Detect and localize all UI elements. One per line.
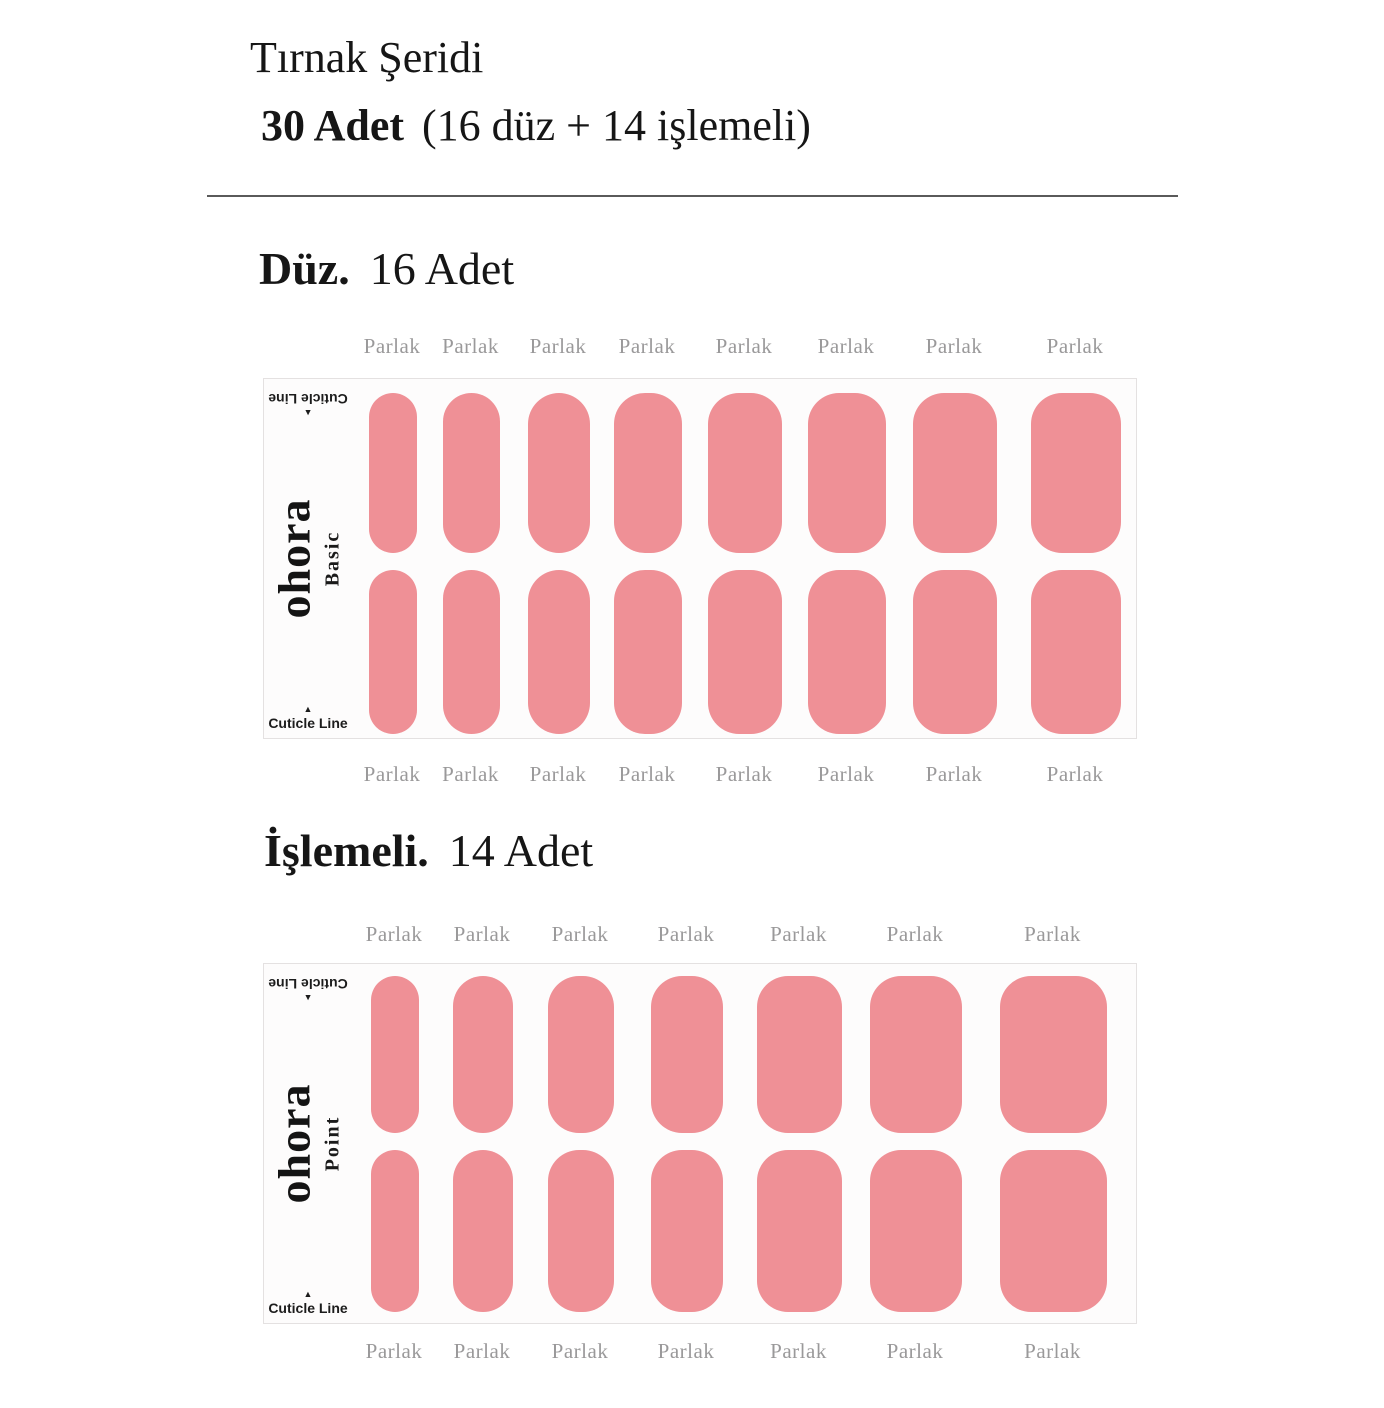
finish-label: Parlak [442, 762, 499, 786]
finish-label: Parlak [365, 922, 423, 946]
finish-label-row: Parlak Parlak Parlak Parlak Parlak Parlak Parl… [0, 922, 1384, 950]
cuticle-line-text: Cuticle Line [268, 715, 348, 731]
nail-sticker [757, 1150, 842, 1312]
nail-sticker [371, 1150, 419, 1312]
finish-label: Parlak [817, 334, 875, 358]
nail-sticker [870, 1150, 962, 1312]
page-title: Tırnak Şeridi [250, 33, 484, 82]
cuticle-arrow-icon: ▲ [303, 704, 313, 714]
finish-label: Parlak [442, 334, 499, 358]
nail-sticker [1031, 570, 1121, 734]
finish-label: Parlak [715, 762, 773, 786]
nail-sticker [548, 1150, 614, 1312]
finish-label: Parlak [1024, 922, 1081, 946]
brand-logo: ohora [268, 1083, 320, 1204]
nail-sticker [1000, 976, 1107, 1133]
finish-label: Parlak [1024, 1339, 1081, 1363]
finish-label-row: Parlak Parlak Parlak Parlak Parlak Parlak Parl… [0, 762, 1384, 790]
cuticle-line-text: Cuticle Line [268, 1300, 348, 1316]
cuticle-arrow-icon: ▲ [303, 1289, 313, 1299]
nail-sticker [757, 976, 842, 1133]
nail-sticker [651, 976, 723, 1133]
brand-line-name: Point [321, 1115, 344, 1172]
nail-sticker [870, 976, 962, 1133]
brand-line-name: Basic [321, 530, 344, 587]
divider-line [207, 195, 1178, 197]
nail-sticker [708, 570, 782, 734]
nail-sheet-basic: ▲ Cuticle Line ohora Basic ▲ Cuticle Lin… [263, 378, 1137, 739]
finish-label: Parlak [886, 1339, 944, 1363]
finish-label-row: Parlak Parlak Parlak Parlak Parlak Parlak Parl… [0, 334, 1384, 362]
total-count: 30 Adet [261, 101, 404, 150]
finish-label: Parlak [363, 762, 421, 786]
brand-area: ohora Basic [264, 379, 352, 738]
finish-label: Parlak [817, 762, 875, 786]
brand-area: ohora Point [264, 964, 352, 1323]
finish-label-row: Parlak Parlak Parlak Parlak Parlak Parlak Parl… [0, 1339, 1384, 1367]
finish-label: Parlak [657, 922, 715, 946]
finish-label: Parlak [715, 334, 773, 358]
brand-block: ohora Basic [268, 498, 345, 619]
nail-sticker [548, 976, 614, 1133]
nail-sticker [369, 570, 417, 734]
finish-label: Parlak [551, 922, 609, 946]
finish-label: Parlak [618, 762, 676, 786]
finish-label: Parlak [1046, 334, 1104, 358]
finish-label: Parlak [529, 334, 587, 358]
finish-label: Parlak [657, 1339, 715, 1363]
nail-sticker [651, 1150, 723, 1312]
cuticle-line-label-bottom: ▲ Cuticle Line [264, 705, 352, 731]
finish-label: Parlak [886, 922, 944, 946]
nail-sticker [614, 393, 682, 553]
brand-logo: ohora [268, 498, 320, 619]
nail-sticker [528, 393, 590, 553]
finish-label: Parlak [618, 334, 676, 358]
nail-sticker [443, 393, 500, 553]
nail-sticker [453, 976, 513, 1133]
nail-sticker [453, 1150, 513, 1312]
section-count: 16 Adet [369, 243, 515, 294]
nail-sticker [1031, 393, 1121, 553]
finish-label: Parlak [453, 922, 511, 946]
brand-block: ohora Point [268, 1083, 345, 1204]
finish-label: Parlak [770, 922, 827, 946]
nail-sticker [371, 976, 419, 1133]
cuticle-line-label-bottom: ▲ Cuticle Line [264, 1290, 352, 1316]
nail-sticker [708, 393, 782, 553]
section-count: 14 Adet [448, 825, 594, 876]
section-heading-islemeli: İşlemeli. 14 Adet [264, 824, 593, 878]
nail-sticker [913, 393, 997, 553]
finish-label: Parlak [529, 762, 587, 786]
section-name: İşlemeli. [264, 825, 429, 876]
count-breakdown: (16 düz + 14 işlemeli) [422, 101, 811, 150]
piece-count-line: 30 Adet (16 düz + 14 işlemeli) [261, 100, 811, 152]
nail-sticker [614, 570, 682, 734]
finish-label: Parlak [551, 1339, 609, 1363]
section-name: Düz. [259, 243, 350, 294]
nail-sticker [808, 570, 886, 734]
finish-label: Parlak [925, 334, 983, 358]
nail-sticker [1000, 1150, 1107, 1312]
finish-label: Parlak [453, 1339, 511, 1363]
finish-label: Parlak [365, 1339, 423, 1363]
finish-label: Parlak [770, 1339, 827, 1363]
finish-label: Parlak [363, 334, 421, 358]
finish-label: Parlak [1046, 762, 1104, 786]
nail-sheet-point: ▲ Cuticle Line ohora Point ▲ Cuticle Lin… [263, 963, 1137, 1324]
finish-label: Parlak [925, 762, 983, 786]
nail-sticker [443, 570, 500, 734]
section-heading-duz: Düz. 16 Adet [259, 242, 514, 296]
nail-sticker [808, 393, 886, 553]
nail-sticker [528, 570, 590, 734]
nail-sticker [913, 570, 997, 734]
nail-sticker [369, 393, 417, 553]
